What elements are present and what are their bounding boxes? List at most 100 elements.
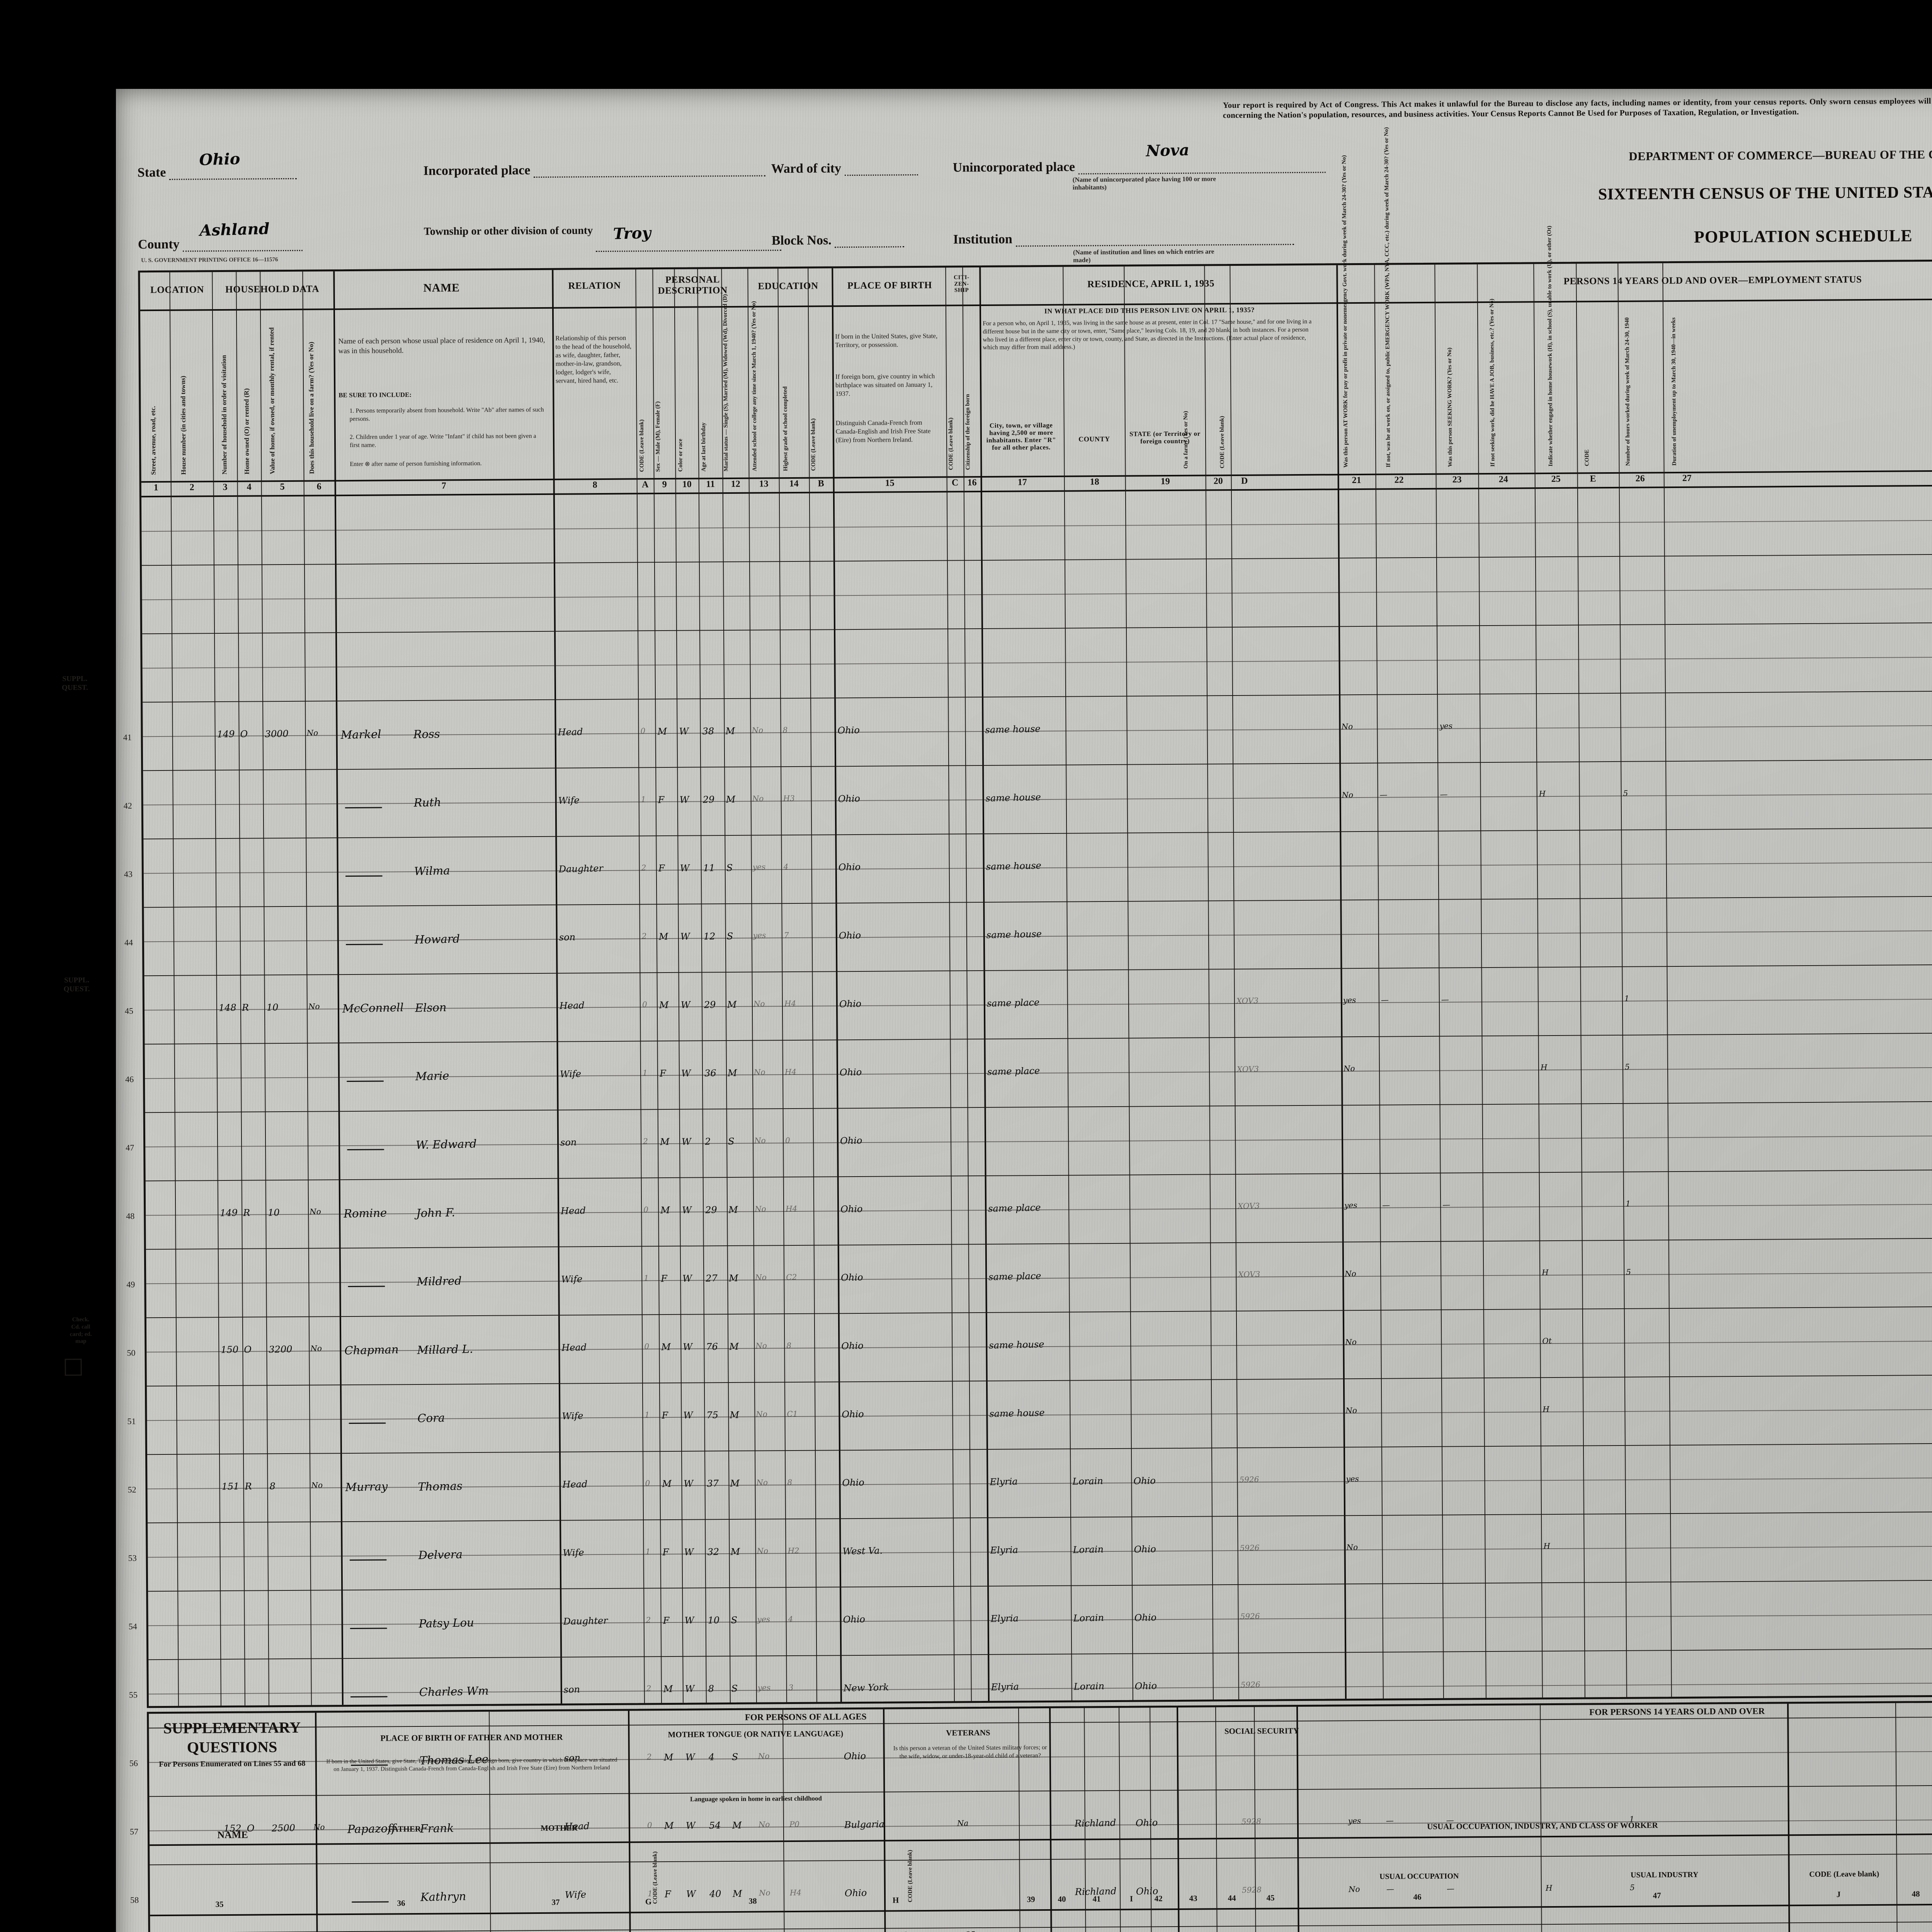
- col27-label: Duration of unemployment up to March 30,…: [1670, 317, 1678, 466]
- colnum-15: 15: [885, 478, 895, 488]
- hdr-parents-birth: PLACE OF BIRTH OF FATHER AND MOTHER: [380, 1732, 563, 1743]
- supp-colnum-41: 41: [1092, 1894, 1101, 1904]
- colnum-24: 24: [1498, 474, 1508, 485]
- group-name: NAME: [423, 281, 460, 294]
- hdr-social-security: SOCIAL SECURITY: [1224, 1726, 1299, 1736]
- col3-label: Number of household in order of visitati…: [220, 355, 228, 475]
- institution-field[interactable]: Institution: [953, 230, 1294, 247]
- colnum-11: 11: [706, 479, 715, 490]
- ward-field[interactable]: Ward of city: [771, 161, 918, 176]
- line-number-left: 48: [126, 1211, 135, 1221]
- colnum-20: 20: [1213, 476, 1223, 486]
- supp-colnum-G: G: [645, 1897, 652, 1906]
- col7-note-1: 1. Persons temporarily absent from house…: [349, 406, 544, 422]
- colnum-B: B: [818, 478, 824, 489]
- census-page: Your report is required by Act of Congre…: [62, 81, 1932, 1932]
- col9-label: Sex — Male (M), Female (F): [655, 401, 662, 472]
- supp-veteran: No: [900, 1930, 911, 1932]
- suppl-quest-marker-55: SUPPL. QUEST.: [61, 675, 88, 692]
- state-label: State: [137, 165, 166, 180]
- col17-label: City, town, or village having 2,500 or m…: [986, 421, 1056, 451]
- hdr-veterans-note: Is this person a veteran of the United S…: [893, 1744, 1047, 1760]
- unincorporated-field[interactable]: Unincorporated place: [953, 158, 1326, 175]
- hdr-mother: MOTHER: [541, 1823, 578, 1833]
- colnum-A: A: [641, 480, 649, 490]
- line-number-left: 55: [129, 1690, 138, 1700]
- privacy-notice: Your report is required by Act of Congre…: [1223, 94, 1932, 120]
- colC-label: CODE (Leave blank): [947, 417, 954, 470]
- colnum-25: 25: [1551, 474, 1561, 484]
- col2-label: House number (in cities and towns): [179, 376, 187, 475]
- state-value: Ohio: [199, 150, 240, 169]
- col15-description-a: If born in the United States, give State…: [835, 332, 938, 349]
- colnum-E: E: [1590, 474, 1596, 484]
- township-value: Troy: [613, 224, 651, 243]
- supplementary-title-2: QUESTIONS: [187, 1738, 277, 1756]
- header-title-block: DEPARTMENT OF COMMERCE—BUREAU OF THE CEN…: [1455, 146, 1932, 248]
- col15-description-c: Distinguish Canada-French from Canada-En…: [835, 418, 931, 444]
- incorporated-field[interactable]: Incorporated place: [423, 162, 766, 178]
- line-number-left: 53: [128, 1553, 137, 1563]
- line-number-left: 50: [127, 1348, 136, 1358]
- supp-colnum-47: 47: [1653, 1891, 1661, 1900]
- supp-colnum-H: H: [892, 1895, 899, 1905]
- check-box[interactable]: [65, 1359, 82, 1376]
- institution-note: (Name of institution and lines on which …: [1073, 248, 1214, 264]
- township-field[interactable]: Township or other division of county: [424, 224, 598, 238]
- col26-label: Number of hours worked during week of Ma…: [1624, 317, 1631, 466]
- colnum-5: 5: [280, 482, 285, 492]
- col19-label: STATE (or Territory or foreign country): [1129, 430, 1201, 445]
- institution-label: Institution: [953, 232, 1013, 247]
- colnum-19: 19: [1160, 476, 1170, 487]
- supp-colnum-43: 43: [1189, 1893, 1197, 1903]
- colnum-27: 27: [1682, 473, 1692, 483]
- col8-description: Relationship of this person to the head …: [555, 334, 631, 385]
- hdr-parents-code: CODE (Leave blank): [652, 1851, 659, 1904]
- line-number-left: 41: [123, 732, 132, 742]
- group-14-over: FOR PERSONS 14 YEARS OLD AND OVER: [1589, 1706, 1765, 1717]
- colnum-3: 3: [223, 482, 228, 492]
- hdr-tongue-note: Language spoken in home in earliest chil…: [690, 1794, 822, 1803]
- hdr-usual-industry: USUAL INDUSTRY: [1630, 1870, 1699, 1879]
- ward-label: Ward of city: [771, 161, 842, 176]
- line-number-left: 44: [124, 937, 133, 947]
- colnum-6: 6: [316, 481, 321, 492]
- supp-colnum-I: I: [1129, 1894, 1133, 1903]
- hdr-supp-code: CODE (Leave blank): [1809, 1869, 1879, 1879]
- block-field[interactable]: Block Nos.: [772, 233, 905, 248]
- colnum-23: 23: [1452, 474, 1462, 485]
- hdr-tongue-code: CODE (Leave blank): [907, 1850, 914, 1903]
- supp-colnum-35: 35: [215, 1900, 224, 1909]
- colA-label: CODE (Leave blank): [638, 419, 645, 472]
- supp-colnum-39: 39: [1027, 1895, 1035, 1904]
- colnum-21: 21: [1352, 475, 1361, 486]
- suppl-quest-marker-68: SUPPL. QUEST.: [63, 976, 90, 993]
- group-residence: RESIDENCE, APRIL 1, 1935: [1087, 278, 1215, 290]
- hdr-mother-tongue: MOTHER TONGUE (OR NATIVE LANGUAGE): [668, 1729, 844, 1740]
- supplementary-title-1: SUPPLEMENTARY: [163, 1718, 301, 1737]
- supp-colnum-42: 42: [1154, 1894, 1163, 1903]
- col11-label: Age at last birthday: [700, 422, 707, 472]
- colE-label: CODE: [1584, 449, 1590, 466]
- county-value: Ashland: [199, 219, 270, 240]
- colnum-1: 1: [153, 483, 158, 493]
- col7-note-3: Enter ⊗ after name of person furnishing …: [350, 460, 482, 468]
- colnum-13: 13: [759, 479, 769, 489]
- supplementary-subtitle: For Persons Enumerated on Lines 55 and 6…: [159, 1759, 306, 1769]
- supplementary-name-header: NAME: [217, 1829, 248, 1841]
- col23-label: Was this person SEEKING WORK? (Yes or No…: [1446, 347, 1454, 467]
- colnum-7: 7: [441, 481, 446, 491]
- colnum-12: 12: [731, 479, 740, 489]
- check-card-marker: Check. Cd. call card; ed. map: [70, 1316, 92, 1345]
- colnum-16: 16: [967, 478, 977, 488]
- line-number-left: 58: [130, 1895, 139, 1905]
- schedule-title: POPULATION SCHEDULE: [1694, 226, 1913, 247]
- gpo-note: U. S. GOVERNMENT PRINTING OFFICE 16—1157…: [141, 257, 278, 264]
- residence-note: For a person who, on April 1, 1935, was …: [983, 318, 1312, 351]
- colnum-26: 26: [1635, 473, 1645, 484]
- line-number-left: 51: [127, 1416, 136, 1426]
- hdr-father: FATHER: [388, 1824, 421, 1834]
- hdr-parents-note: If born in the United States, give State…: [326, 1757, 617, 1772]
- supp-number: 35: [965, 1930, 975, 1932]
- col18-label: COUNTY: [1078, 435, 1110, 443]
